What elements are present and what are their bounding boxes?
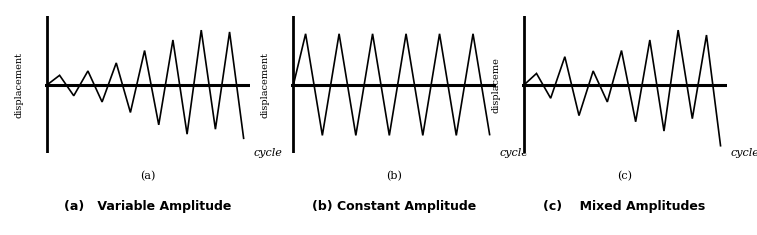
Text: cycle: cycle xyxy=(500,148,529,158)
Text: (b): (b) xyxy=(386,170,401,181)
Text: displacement: displacement xyxy=(14,52,23,118)
Text: displaceme: displaceme xyxy=(491,57,500,113)
Text: cycle: cycle xyxy=(254,148,283,158)
Text: (a)   Variable Amplitude: (a) Variable Amplitude xyxy=(64,200,232,213)
Text: cycle: cycle xyxy=(731,148,757,158)
Text: (a): (a) xyxy=(140,170,155,181)
Text: (c): (c) xyxy=(617,170,632,181)
Text: (b) Constant Amplitude: (b) Constant Amplitude xyxy=(312,200,475,213)
Text: displacement: displacement xyxy=(260,52,269,118)
Text: (c)    Mixed Amplitudes: (c) Mixed Amplitudes xyxy=(544,200,706,213)
